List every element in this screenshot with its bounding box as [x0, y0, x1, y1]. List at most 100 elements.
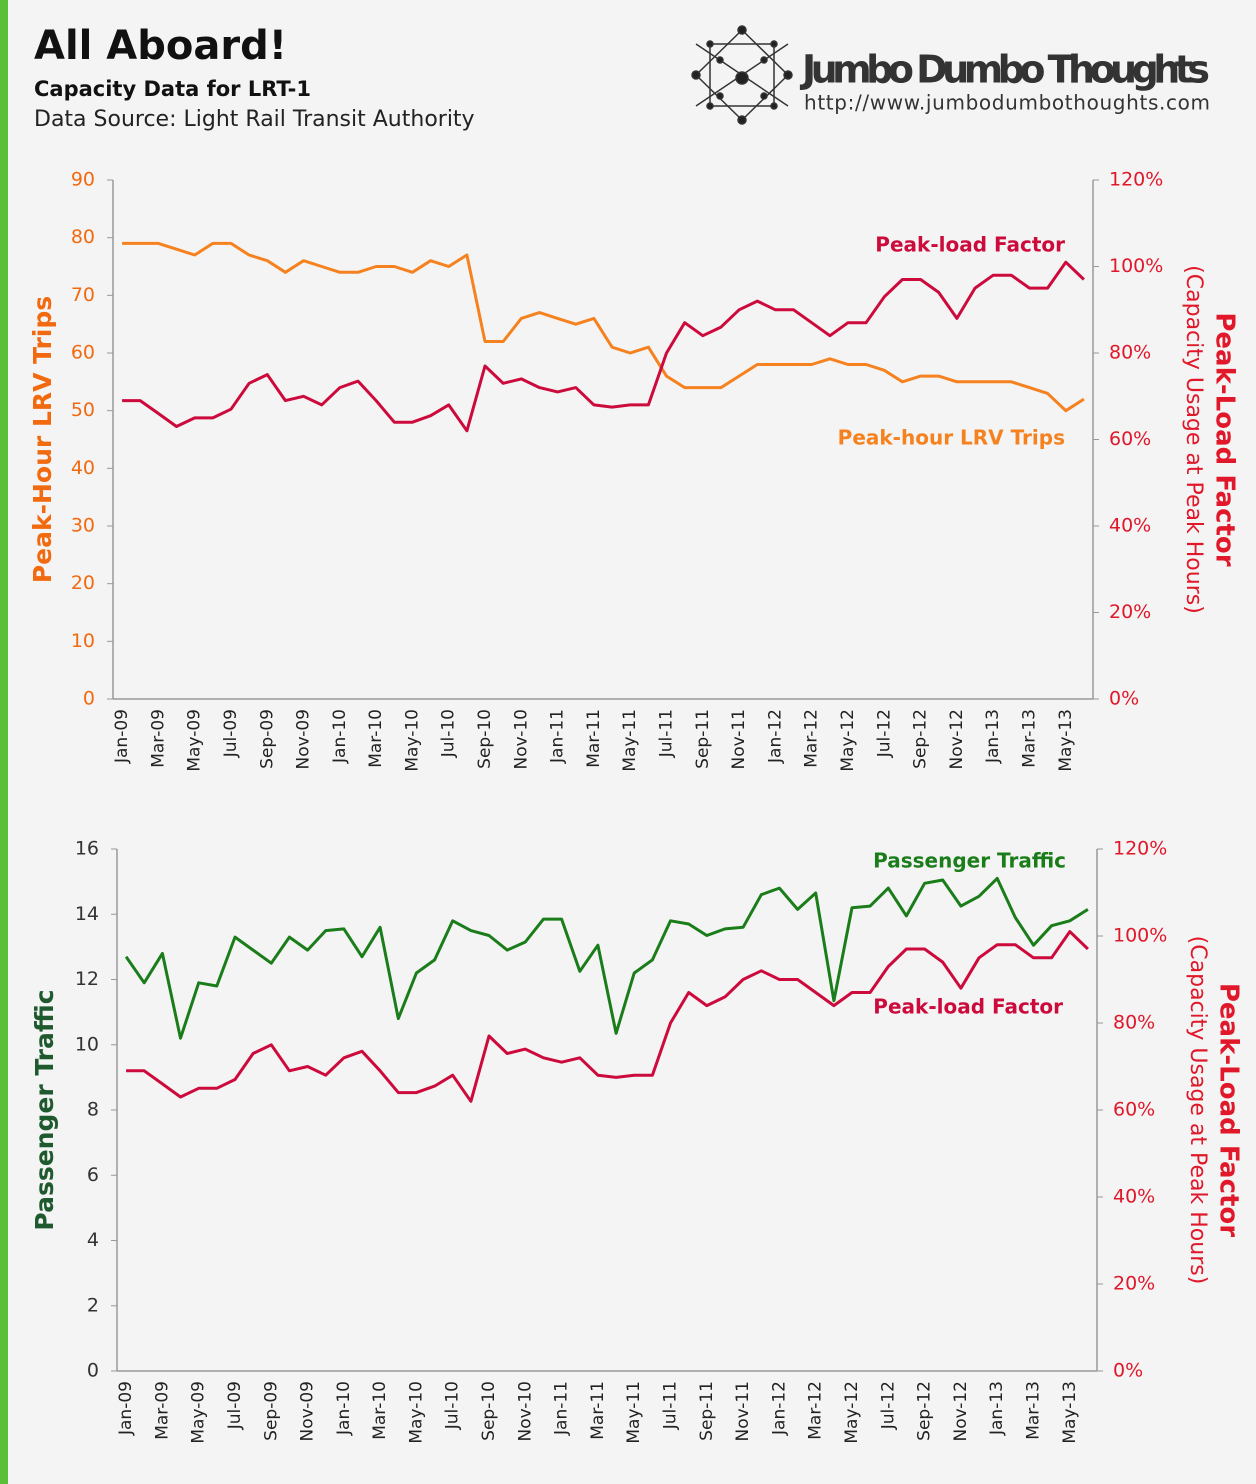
x-tick-label: Sep-12 — [911, 709, 931, 769]
x-tick-label: Jul-12 — [878, 1381, 898, 1430]
series-label: Passenger Traffic — [873, 849, 1066, 873]
y-tick-label: 60 — [71, 342, 95, 364]
x-tick-label: May-10 — [402, 709, 422, 772]
x-tick-label: Jan-09 — [112, 709, 132, 764]
x-tick-label: May-09 — [185, 709, 205, 772]
y-tick-label: 70 — [71, 284, 95, 306]
logo-icon — [691, 25, 793, 125]
x-tick-label: Mar-12 — [806, 1381, 826, 1440]
y-axis-title: Peak-Hour LRV Trips — [28, 296, 57, 583]
y2-axis-subtitle: (Capacity Usage at Peak Hours) — [1185, 936, 1210, 1285]
y-tick-label: 14 — [75, 903, 99, 925]
x-tick-label: May-12 — [842, 1381, 862, 1444]
x-tick-label: Mar-12 — [802, 709, 822, 768]
y2-tick-label: 60% — [1109, 428, 1151, 450]
x-tick-label: Mar-10 — [370, 1381, 390, 1440]
x-tick-label: Nov-10 — [515, 1381, 535, 1442]
y2-tick-label: 40% — [1113, 1186, 1155, 1208]
y2-tick-label: 20% — [1109, 601, 1151, 623]
series-line — [122, 241, 1085, 413]
x-tick-label: Nov-12 — [947, 709, 967, 770]
logo-name: Jumbo Dumbo Thoughts — [799, 48, 1210, 92]
logo-url: http://www.jumbodumbothoughts.com — [804, 91, 1210, 115]
x-tick-label: Jul-11 — [657, 709, 677, 758]
x-tick-label: Sep-11 — [697, 1381, 717, 1441]
x-tick-label: Jul-10 — [439, 709, 459, 758]
x-tick-label: May-13 — [1056, 709, 1076, 772]
x-tick-label: Mar-13 — [1023, 1381, 1043, 1440]
y2-tick-label: 120% — [1113, 838, 1167, 860]
x-tick-label: May-09 — [189, 1381, 209, 1444]
y-tick-label: 40 — [71, 457, 95, 479]
x-tick-label: May-11 — [620, 709, 640, 772]
y-tick-label: 10 — [75, 1033, 99, 1055]
series-label: Peak-load Factor — [875, 233, 1065, 257]
x-tick-label: Jan-12 — [769, 1381, 789, 1436]
y-tick-label: 50 — [71, 399, 95, 421]
series-line — [126, 930, 1089, 1103]
x-tick-label: Jan-11 — [548, 709, 568, 764]
y2-axis-title: Peak-Load Factor — [1210, 312, 1240, 566]
x-tick-label: Jul-12 — [874, 709, 894, 758]
series-line — [122, 260, 1085, 433]
x-tick-label: Mar-09 — [148, 709, 168, 768]
x-tick-label: Sep-10 — [479, 1381, 499, 1441]
x-tick-label: Mar-11 — [584, 709, 604, 768]
title: All Aboard! — [34, 23, 287, 69]
y-tick-label: 2 — [87, 1294, 99, 1316]
y-tick-label: 30 — [71, 515, 95, 537]
x-tick-label: Mar-09 — [152, 1381, 172, 1440]
x-tick-label: May-10 — [406, 1381, 426, 1444]
x-tick-label: Jan-09 — [116, 1381, 136, 1436]
accent-bar — [0, 0, 8, 1484]
y-tick-label: 6 — [87, 1164, 99, 1186]
y2-axis-title: Peak-Load Factor — [1214, 983, 1244, 1237]
subtitle: Capacity Data for LRT-1 — [34, 77, 311, 101]
series-label: Peak-hour LRV Trips — [838, 426, 1065, 450]
x-tick-label: Jul-11 — [661, 1381, 681, 1430]
y-tick-label: 10 — [71, 630, 95, 652]
x-tick-label: Mar-11 — [588, 1381, 608, 1440]
x-tick-label: Jul-09 — [225, 1381, 245, 1430]
x-tick-label: Sep-09 — [257, 709, 277, 769]
x-tick-label: Jan-13 — [987, 1381, 1007, 1436]
y-axis-title: Passenger Traffic — [30, 989, 59, 1230]
x-tick-label: May-12 — [838, 709, 858, 772]
x-tick-label: Nov-12 — [951, 1381, 971, 1442]
x-tick-label: Sep-11 — [693, 709, 713, 769]
y2-tick-label: 20% — [1113, 1273, 1155, 1295]
series-label: Peak-load Factor — [873, 995, 1063, 1019]
x-tick-label: Sep-09 — [261, 1381, 281, 1441]
y-tick-label: 0 — [87, 1360, 99, 1382]
y2-tick-label: 60% — [1113, 1099, 1155, 1121]
x-tick-label: Jan-10 — [330, 709, 350, 764]
y-tick-label: 90 — [71, 169, 95, 191]
source: Data Source: Light Rail Transit Authorit… — [34, 107, 475, 132]
y2-tick-label: 100% — [1109, 255, 1163, 277]
x-tick-label: Jan-11 — [552, 1381, 572, 1436]
x-tick-label: May-13 — [1060, 1381, 1080, 1444]
y-tick-label: 16 — [75, 838, 99, 860]
x-tick-label: Mar-13 — [1019, 709, 1039, 768]
y-tick-label: 12 — [75, 968, 99, 990]
series-line — [124, 876, 1089, 1040]
x-tick-label: Nov-11 — [733, 1381, 753, 1442]
x-tick-label: Sep-10 — [475, 709, 495, 769]
y2-tick-label: 80% — [1113, 1012, 1155, 1034]
y2-tick-label: 100% — [1113, 925, 1167, 947]
y2-tick-label: 0% — [1113, 1360, 1143, 1382]
x-tick-label: Sep-12 — [915, 1381, 935, 1441]
y-tick-label: 4 — [87, 1229, 99, 1251]
y-tick-label: 0 — [83, 688, 95, 710]
y2-tick-label: 40% — [1109, 515, 1151, 537]
x-tick-label: Jan-10 — [334, 1381, 354, 1436]
y2-tick-label: 120% — [1109, 169, 1163, 191]
x-tick-label: Jul-09 — [221, 709, 241, 758]
x-tick-label: Mar-10 — [366, 709, 386, 768]
x-tick-label: May-11 — [624, 1381, 644, 1444]
x-tick-label: Nov-11 — [729, 709, 749, 770]
y-tick-label: 80 — [71, 226, 95, 248]
y-tick-label: 8 — [87, 1099, 99, 1121]
